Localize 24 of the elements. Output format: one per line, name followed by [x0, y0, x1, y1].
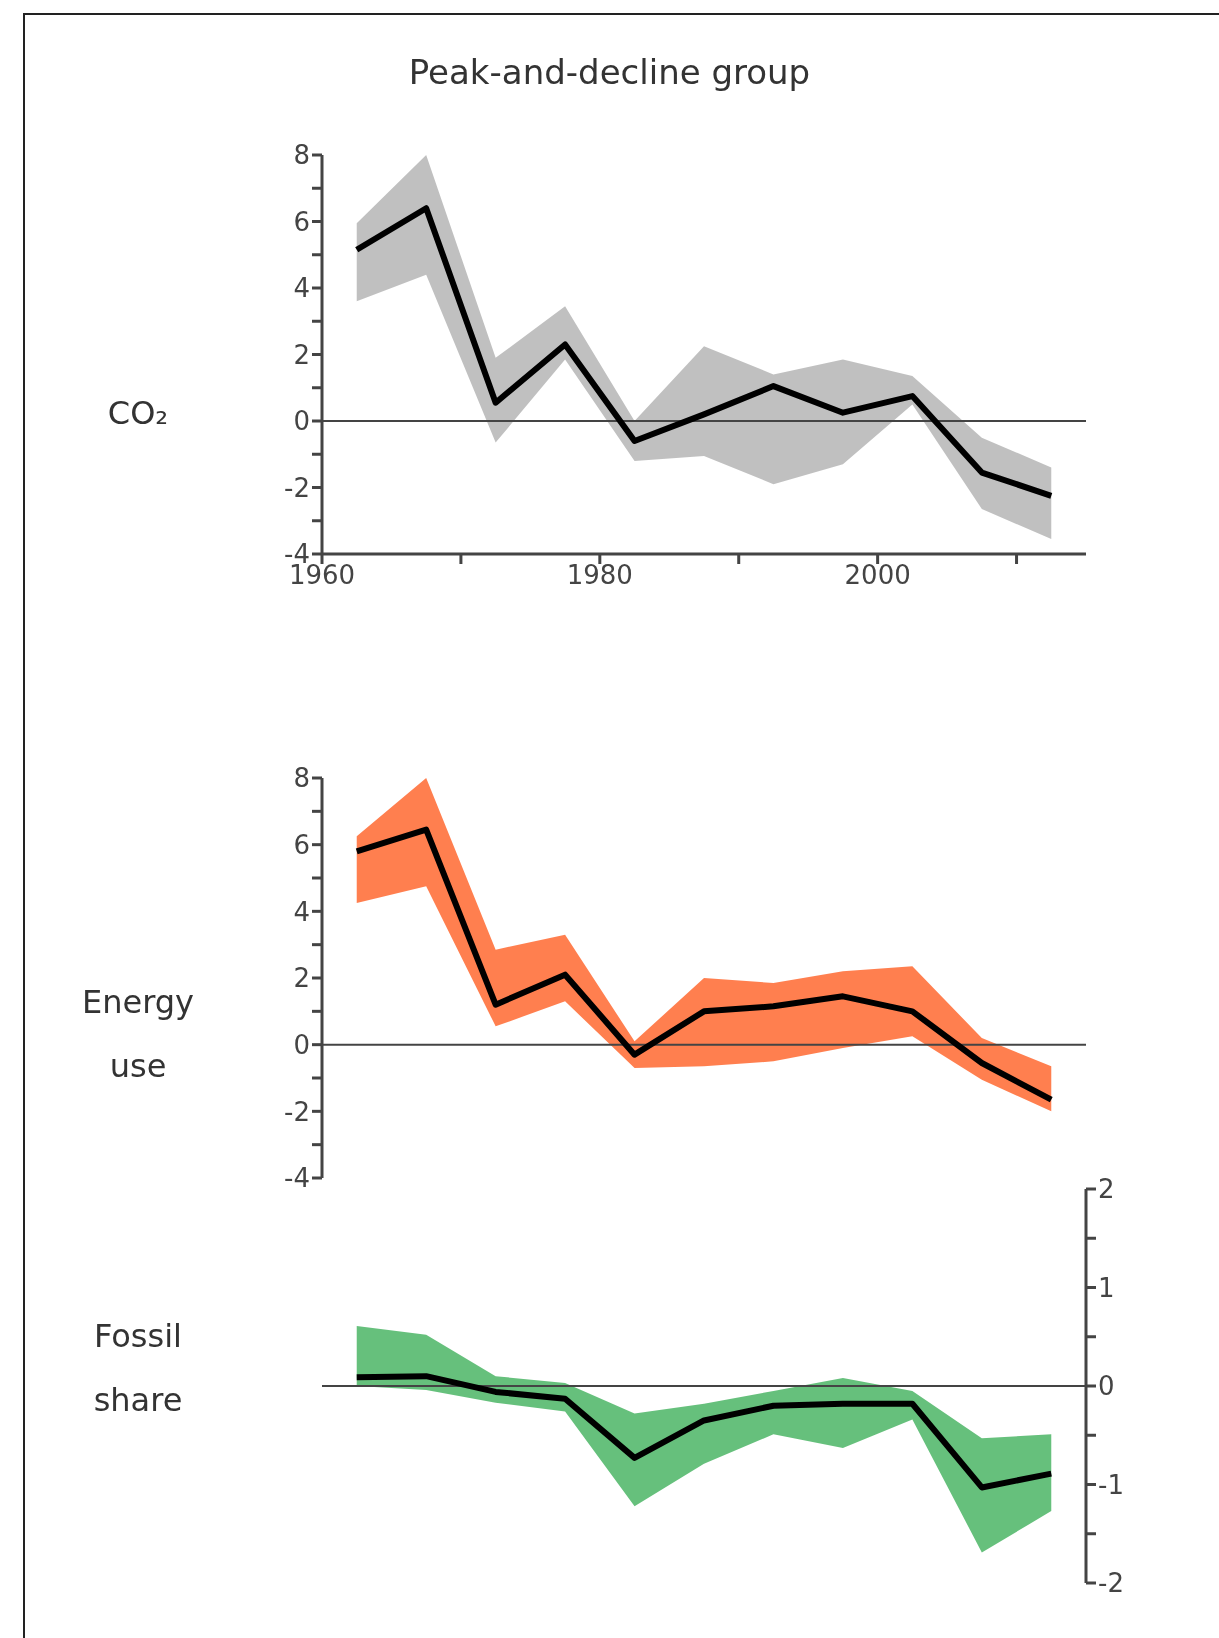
- y-tick-label: 8: [293, 763, 310, 794]
- x-tick-label: 2000: [844, 560, 911, 591]
- chart-title: Peak-and-decline group: [407, 52, 812, 92]
- y-axis-title: Energy use: [81, 982, 195, 1087]
- y-axis-title: CO₂: [106, 393, 170, 434]
- y2-tick-label: -1: [1098, 1469, 1124, 1500]
- y-tick-label: 2: [293, 963, 310, 994]
- y-tick-label: 6: [293, 206, 310, 237]
- y-tick-label: 2: [293, 339, 310, 370]
- y2-tick-label: 1: [1098, 1272, 1115, 1303]
- y2-tick-label: 2: [1098, 1174, 1115, 1205]
- x-tick-label: 1980: [566, 560, 633, 591]
- y-tick-label: 0: [293, 406, 310, 437]
- y-tick-label: 4: [293, 896, 310, 927]
- y-tick-label: -4: [284, 1163, 310, 1194]
- y-tick-label: 6: [293, 829, 310, 860]
- y-tick-label: 4: [293, 273, 310, 304]
- y-tick-label: 8: [293, 140, 310, 171]
- y-tick-label: -2: [284, 1096, 310, 1127]
- y2-tick-label: -2: [1098, 1568, 1124, 1599]
- y-tick-label: -2: [284, 472, 310, 503]
- y2-tick-label: 0: [1098, 1371, 1115, 1402]
- y-axis-title: Fossil share: [92, 1316, 184, 1421]
- y-tick-label: 0: [293, 1029, 310, 1060]
